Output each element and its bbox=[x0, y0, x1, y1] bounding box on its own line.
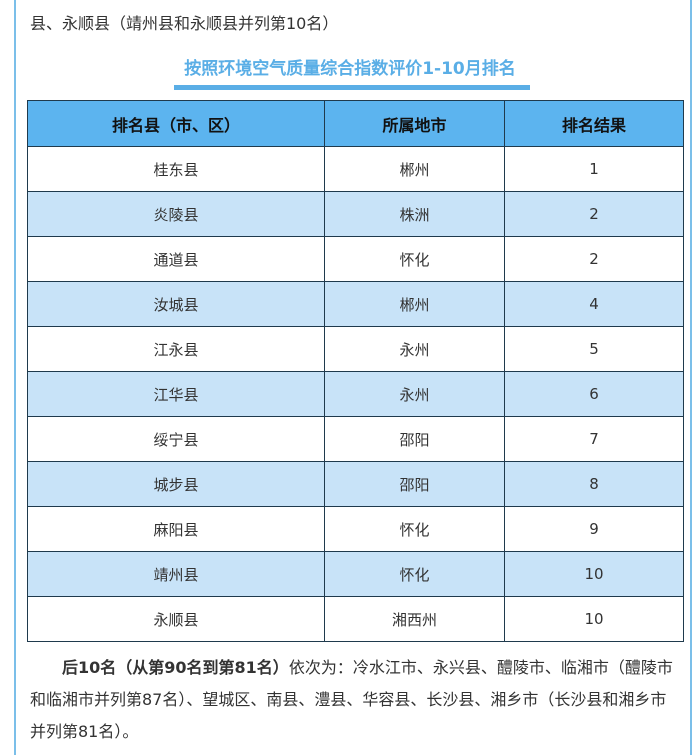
table-row: 炎陵县 株洲 2 bbox=[27, 191, 684, 237]
county-cell: 麻阳县 bbox=[27, 506, 325, 552]
bottom-text: 依次为：冷水江市、永兴县、醴陵市、临湘市（醴陵市和临湘市并列第87名）、望城区、… bbox=[30, 658, 673, 741]
article-frame bbox=[14, 0, 692, 755]
rank-cell: 6 bbox=[504, 371, 684, 417]
bottom-paragraph: 后10名（从第90名到第81名）依次为：冷水江市、永兴县、醴陵市、临湘市（醴陵市… bbox=[30, 652, 680, 748]
county-cell: 桂东县 bbox=[27, 146, 325, 192]
county-cell: 城步县 bbox=[27, 461, 325, 507]
city-cell: 郴州 bbox=[324, 146, 505, 192]
county-cell: 江华县 bbox=[27, 371, 325, 417]
city-cell: 株洲 bbox=[324, 191, 505, 237]
table-row: 靖州县 怀化 10 bbox=[27, 551, 684, 597]
table-row: 汝城县 郴州 4 bbox=[27, 281, 684, 327]
county-cell: 绥宁县 bbox=[27, 416, 325, 462]
city-cell: 邵阳 bbox=[324, 416, 505, 462]
city-cell: 郴州 bbox=[324, 281, 505, 327]
rank-cell: 7 bbox=[504, 416, 684, 462]
table-title: 按照环境空气质量综合指数评价1-10月排名 bbox=[184, 59, 516, 79]
county-cell: 炎陵县 bbox=[27, 191, 325, 237]
county-cell: 江永县 bbox=[27, 326, 325, 372]
county-cell: 通道县 bbox=[27, 236, 325, 282]
title-underline bbox=[174, 85, 530, 90]
table-row: 江华县 永州 6 bbox=[27, 371, 684, 417]
ranking-table: 排名县（市、区） 所属地市 排名结果 桂东县 郴州 1 炎陵县 株洲 2 通道县 怀化 2 汝城县… bbox=[27, 100, 684, 642]
rank-cell: 8 bbox=[504, 461, 684, 507]
table-header: 排名县（市、区） 所属地市 排名结果 bbox=[27, 100, 684, 147]
bottom-bold: 后10名（从第90名到第81名） bbox=[62, 658, 289, 677]
city-cell: 永州 bbox=[324, 371, 505, 417]
intro-text: 县、永顺县（靖州县和永顺县并列第10名） bbox=[30, 14, 339, 33]
table-row: 永顺县 湘西州 10 bbox=[27, 596, 684, 642]
table-row: 城步县 邵阳 8 bbox=[27, 461, 684, 507]
rank-cell: 1 bbox=[504, 146, 684, 192]
county-cell: 汝城县 bbox=[27, 281, 325, 327]
rank-cell: 10 bbox=[504, 596, 684, 642]
city-cell: 怀化 bbox=[324, 551, 505, 597]
header-city: 所属地市 bbox=[324, 100, 505, 147]
rank-cell: 10 bbox=[504, 551, 684, 597]
table-row: 麻阳县 怀化 9 bbox=[27, 506, 684, 552]
city-cell: 怀化 bbox=[324, 236, 505, 282]
header-county: 排名县（市、区） bbox=[27, 100, 325, 147]
table-row: 通道县 怀化 2 bbox=[27, 236, 684, 282]
rank-cell: 9 bbox=[504, 506, 684, 552]
table-row: 江永县 永州 5 bbox=[27, 326, 684, 372]
header-rank: 排名结果 bbox=[504, 100, 684, 147]
city-cell: 邵阳 bbox=[324, 461, 505, 507]
rank-cell: 2 bbox=[504, 191, 684, 237]
rank-cell: 5 bbox=[504, 326, 684, 372]
table-row: 绥宁县 邵阳 7 bbox=[27, 416, 684, 462]
rank-cell: 4 bbox=[504, 281, 684, 327]
table-row: 桂东县 郴州 1 bbox=[27, 146, 684, 192]
city-cell: 怀化 bbox=[324, 506, 505, 552]
city-cell: 永州 bbox=[324, 326, 505, 372]
county-cell: 永顺县 bbox=[27, 596, 325, 642]
county-cell: 靖州县 bbox=[27, 551, 325, 597]
city-cell: 湘西州 bbox=[324, 596, 505, 642]
rank-cell: 2 bbox=[504, 236, 684, 282]
